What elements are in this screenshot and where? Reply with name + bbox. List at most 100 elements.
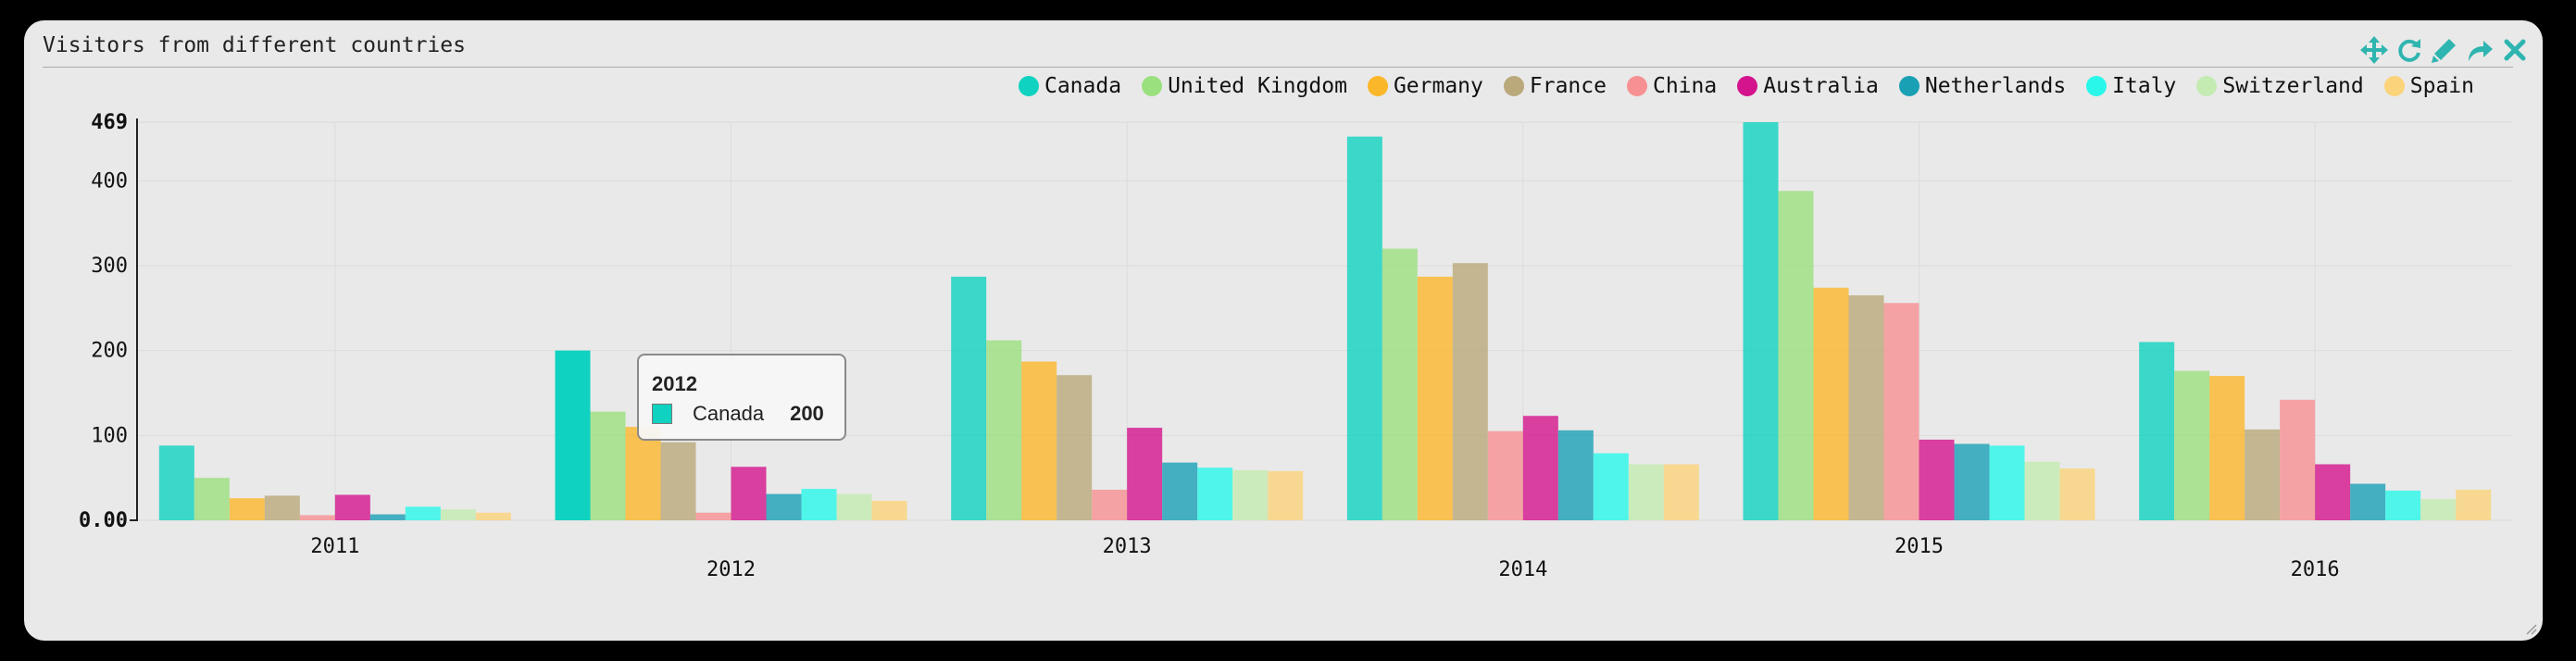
legend-swatch — [1737, 76, 1758, 96]
x-tick-label: 2015 — [1894, 535, 1944, 558]
bar-switzerland-2012[interactable] — [836, 493, 872, 520]
bar-france-2014[interactable] — [1452, 263, 1488, 520]
legend-item-spain[interactable]: Spain — [2383, 74, 2474, 98]
bar-netherlands-2014[interactable] — [1557, 430, 1594, 520]
bar-australia-2016[interactable] — [2315, 464, 2351, 520]
legend-item-canada[interactable]: Canada — [1018, 74, 1121, 98]
legend-item-australia[interactable]: Australia — [1737, 74, 1879, 98]
bar-france-2016[interactable] — [2245, 429, 2281, 520]
bar-spain-2012[interactable] — [871, 500, 907, 520]
title-divider — [43, 67, 2513, 68]
bar-united-kingdom-2016[interactable] — [2174, 370, 2210, 520]
tooltip-swatch — [652, 404, 672, 424]
bar-italy-2014[interactable] — [1593, 453, 1629, 520]
legend-label: Spain — [2409, 74, 2474, 98]
bar-australia-2011[interactable] — [334, 494, 370, 520]
bar-united-kingdom-2011[interactable] — [194, 478, 230, 520]
bar-germany-2016[interactable] — [2209, 376, 2245, 520]
bar-canada-2014[interactable] — [1346, 136, 1382, 520]
bar-switzerland-2011[interactable] — [440, 509, 476, 520]
bar-germany-2011[interactable] — [229, 498, 265, 520]
legend-item-switzerland[interactable]: Switzerland — [2196, 74, 2364, 98]
bar-united-kingdom-2014[interactable] — [1382, 248, 1418, 520]
bar-netherlands-2011[interactable] — [369, 514, 406, 520]
legend-item-united-kingdom[interactable]: United Kingdom — [1142, 74, 1347, 98]
panel-toolbar — [2359, 35, 2530, 65]
bar-united-kingdom-2012[interactable] — [590, 411, 626, 520]
bar-australia-2012[interactable] — [731, 467, 767, 520]
bar-switzerland-2016[interactable] — [2420, 499, 2457, 520]
bar-china-2014[interactable] — [1487, 430, 1523, 520]
bar-chart: 0.00 100 200 300 400 469 2011 2012 2013 2014 2015 2… — [79, 111, 2513, 581]
legend-item-china[interactable]: China — [1626, 74, 1717, 98]
bar-canada-2012[interactable] — [555, 350, 591, 520]
y-tick-label: 469 — [91, 111, 128, 134]
bar-italy-2011[interactable] — [405, 506, 441, 520]
legend-swatch — [1367, 76, 1388, 96]
bar-china-2011[interactable] — [299, 515, 335, 520]
bar-germany-2012[interactable] — [625, 427, 661, 520]
y-tick-label: 300 — [91, 255, 128, 278]
bar-italy-2015[interactable] — [1989, 445, 2025, 520]
bar-canada-2011[interactable] — [158, 445, 194, 520]
legend-item-france[interactable]: France — [1503, 74, 1607, 98]
bar-netherlands-2016[interactable] — [2350, 483, 2386, 520]
tooltip-series: Canada — [693, 402, 765, 425]
legend-label: Germany — [1393, 74, 1483, 98]
bar-netherlands-2012[interactable] — [766, 493, 802, 520]
x-tick-label: 2014 — [1498, 558, 1547, 581]
legend-item-germany[interactable]: Germany — [1367, 74, 1483, 98]
chart-title: Visitors from different countries — [43, 33, 466, 57]
bar-italy-2013[interactable] — [1197, 468, 1233, 520]
chart-legend: Canada United Kingdom Germany France China Au… — [1018, 74, 2474, 98]
legend-label: Switzerland — [2222, 74, 2364, 98]
bar-china-2016[interactable] — [2280, 399, 2316, 520]
bar-germany-2015[interactable] — [1813, 287, 1849, 520]
legend-label: Netherlands — [1924, 74, 2067, 98]
y-tick-label: 100 — [91, 424, 128, 447]
bar-france-2012[interactable] — [660, 442, 696, 520]
bar-china-2012[interactable] — [695, 512, 732, 520]
bar-spain-2013[interactable] — [1268, 470, 1304, 520]
bar-china-2015[interactable] — [1883, 303, 1919, 520]
resize-grip-icon[interactable] — [2524, 622, 2537, 635]
bar-tooltip: 2012 Canada 200 — [637, 354, 846, 441]
bar-canada-2015[interactable] — [1743, 122, 1779, 520]
bar-switzerland-2014[interactable] — [1628, 464, 1664, 520]
bar-france-2013[interactable] — [1057, 375, 1093, 520]
bar-united-kingdom-2013[interactable] — [986, 340, 1022, 520]
bar-australia-2013[interactable] — [1127, 428, 1163, 520]
bar-france-2011[interactable] — [264, 495, 300, 520]
refresh-icon[interactable] — [2395, 35, 2424, 65]
bar-france-2015[interactable] — [1848, 295, 1884, 520]
bar-italy-2016[interactable] — [2385, 490, 2421, 520]
legend-swatch — [1503, 76, 1524, 96]
bar-canada-2013[interactable] — [951, 276, 987, 520]
bar-australia-2015[interactable] — [1919, 439, 1955, 520]
bar-united-kingdom-2015[interactable] — [1778, 191, 1814, 520]
bar-spain-2011[interactable] — [475, 512, 511, 520]
legend-swatch — [1626, 76, 1647, 96]
bar-italy-2012[interactable] — [801, 489, 837, 520]
bar-switzerland-2015[interactable] — [2024, 461, 2060, 520]
close-icon[interactable] — [2500, 35, 2530, 65]
legend-item-italy[interactable]: Italy — [2086, 74, 2176, 98]
legend-swatch — [1018, 76, 1039, 96]
bar-netherlands-2013[interactable] — [1162, 462, 1198, 520]
move-icon[interactable] — [2359, 35, 2389, 65]
bar-china-2013[interactable] — [1092, 489, 1128, 520]
tooltip-row: Canada 200 — [652, 402, 824, 426]
bar-australia-2014[interactable] — [1522, 416, 1558, 520]
bar-netherlands-2015[interactable] — [1954, 443, 1990, 520]
bar-canada-2016[interactable] — [2139, 342, 2175, 520]
bar-spain-2014[interactable] — [1663, 464, 1699, 520]
share-icon[interactable] — [2465, 35, 2495, 65]
bar-spain-2015[interactable] — [2059, 468, 2095, 520]
bar-germany-2013[interactable] — [1021, 361, 1057, 520]
bar-germany-2014[interactable] — [1417, 276, 1453, 520]
legend-swatch — [2196, 76, 2218, 96]
legend-item-netherlands[interactable]: Netherlands — [1898, 74, 2067, 98]
bar-spain-2016[interactable] — [2456, 489, 2492, 520]
edit-icon[interactable] — [2430, 35, 2459, 65]
bar-switzerland-2013[interactable] — [1232, 469, 1269, 520]
